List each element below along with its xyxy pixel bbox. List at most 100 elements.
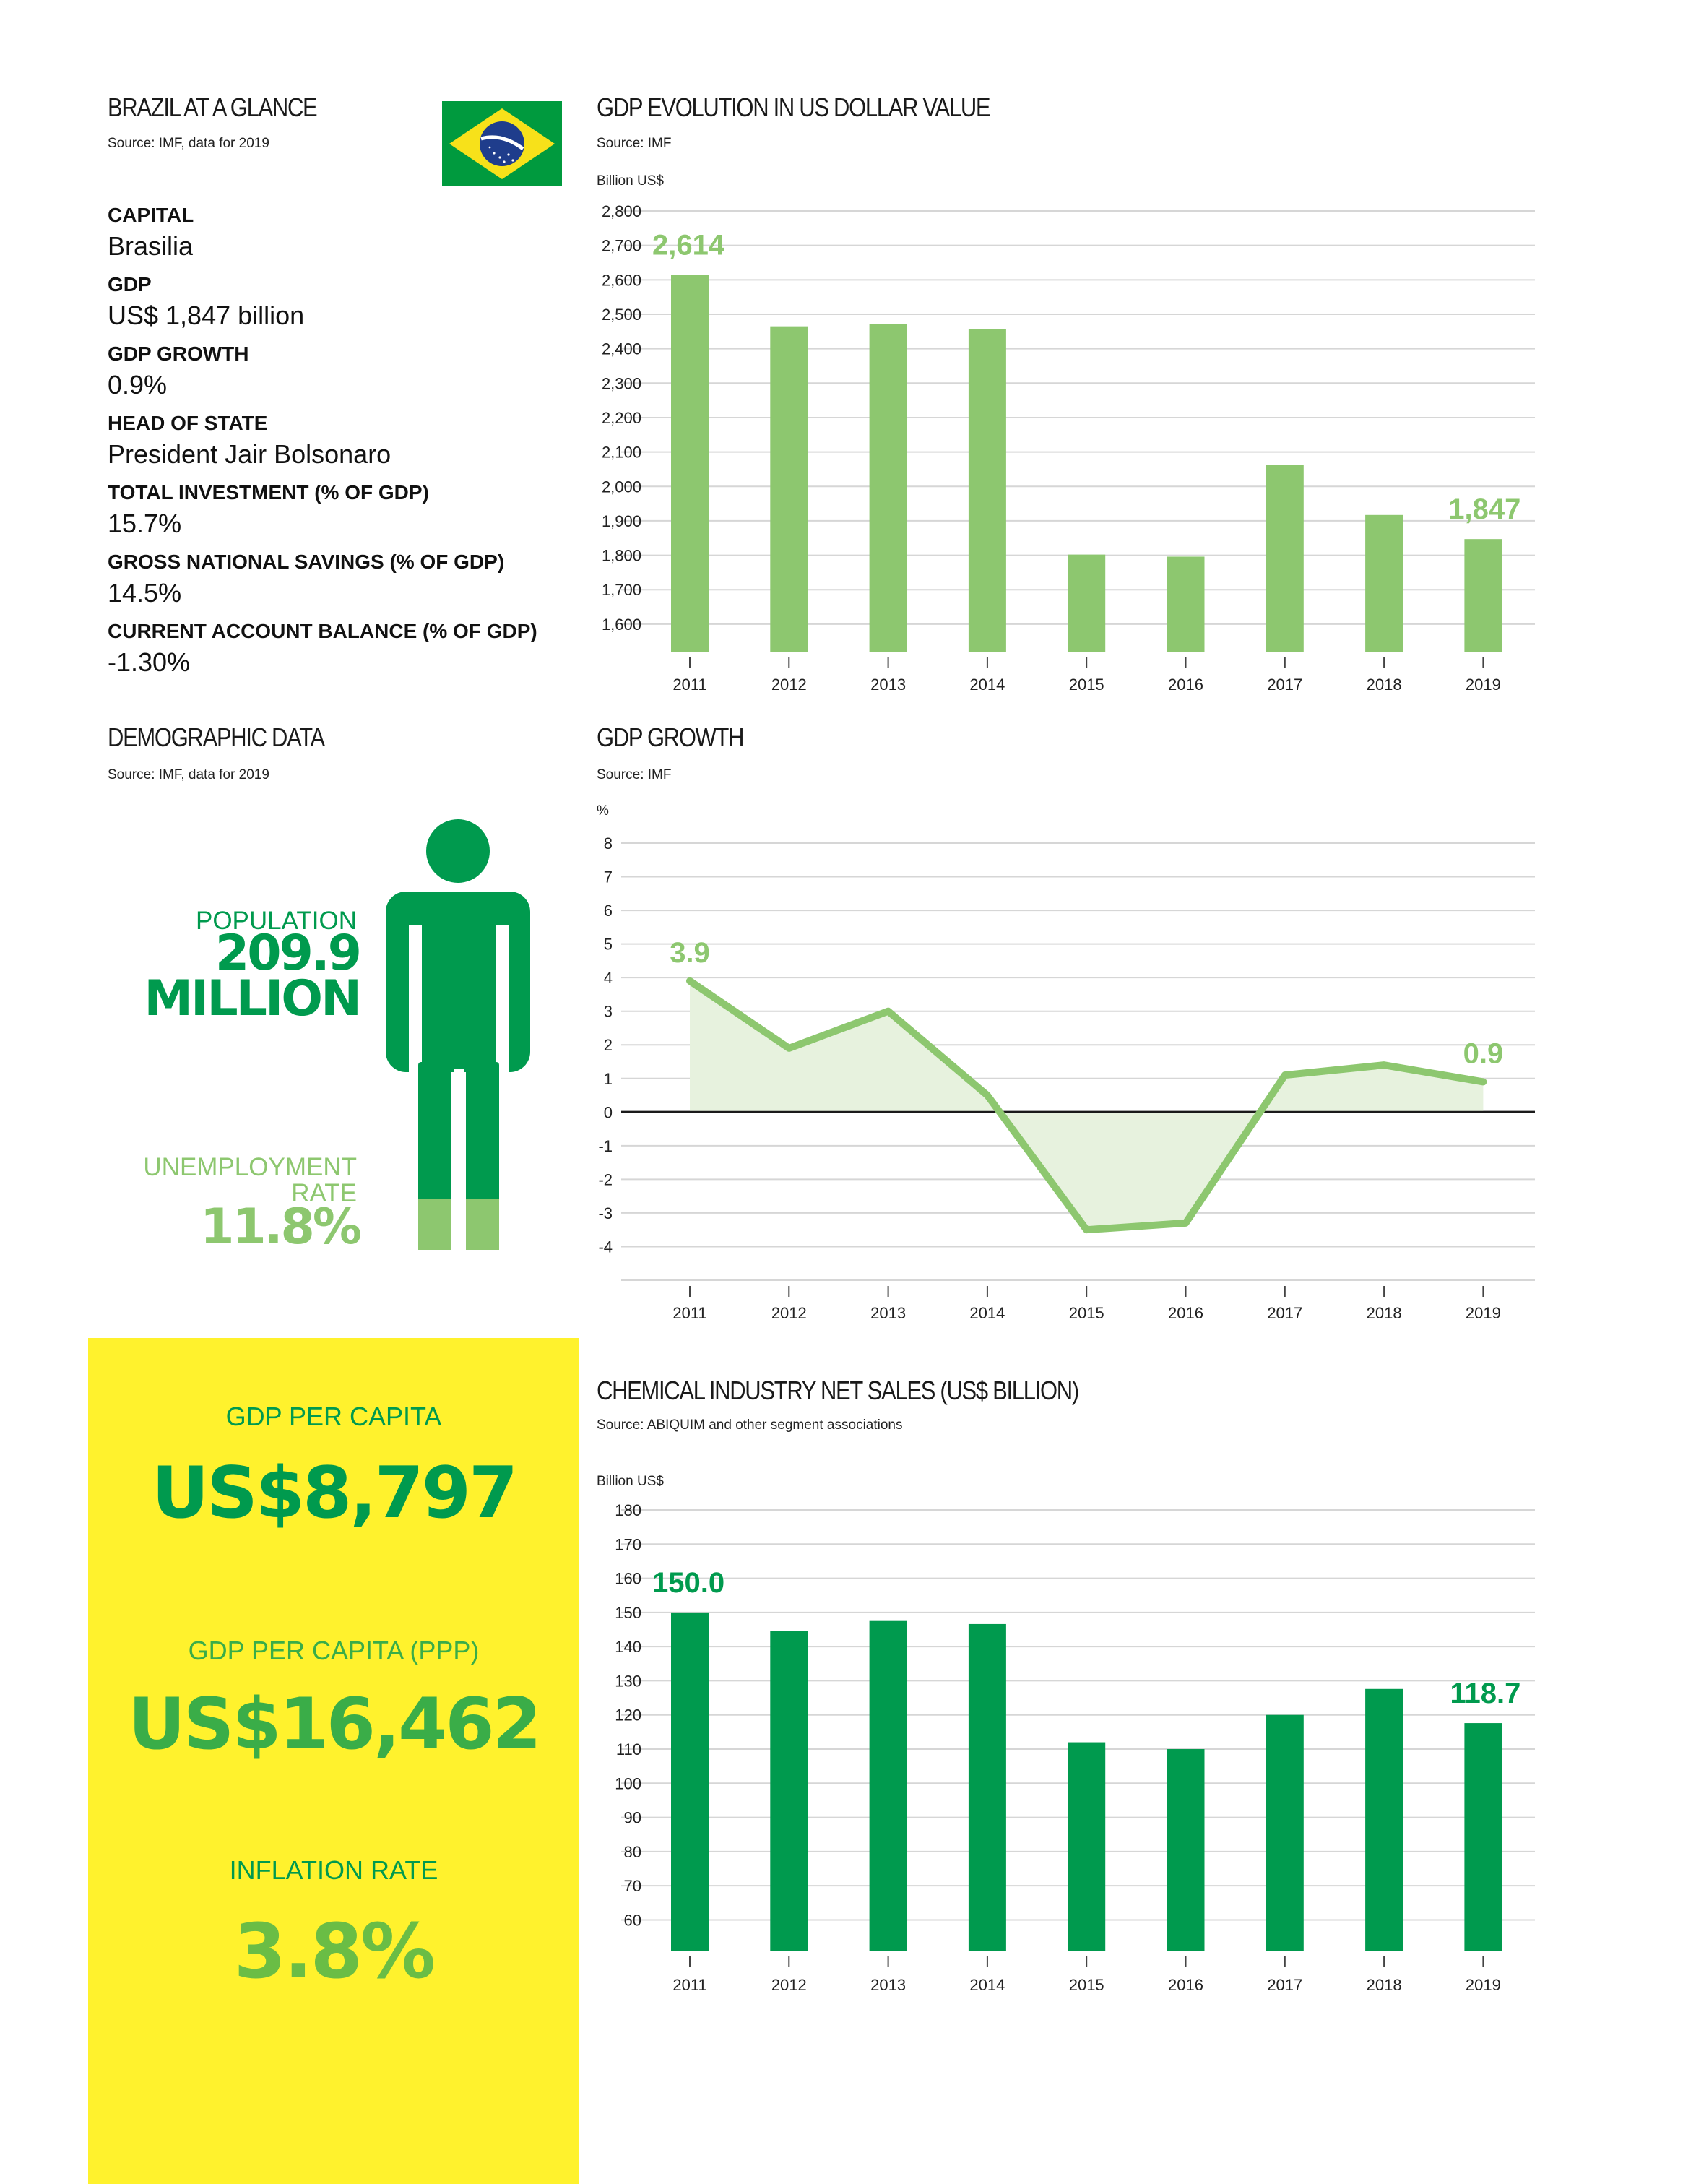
data-point-2014 <box>986 1095 988 1097</box>
data-label: 3.9 <box>670 937 710 969</box>
y-tick-label: 160 <box>615 1570 641 1588</box>
data-point-2012 <box>788 1047 790 1049</box>
fact-value: US$ 1,847 billion <box>108 301 305 330</box>
x-tick-label: 2016 <box>1168 1304 1203 1322</box>
x-tick-label: 2013 <box>870 1976 906 1994</box>
gdp-evolution-title: GDP EVOLUTION IN US DOLLAR VALUE <box>597 92 991 122</box>
x-tick-label: 2014 <box>969 676 1005 694</box>
x-tick-label: 2017 <box>1267 1304 1302 1322</box>
fact-value: -1.30% <box>108 647 191 677</box>
y-tick-label: 1 <box>604 1070 613 1088</box>
demographic-source: Source: IMF, data for 2019 <box>108 767 269 782</box>
population-unit: MILLION <box>144 970 362 1027</box>
bar-2013 <box>869 324 907 652</box>
y-tick-label: 6 <box>604 902 613 920</box>
x-tick-label: 2016 <box>1168 1976 1203 1994</box>
data-point-2015 <box>1086 1229 1088 1231</box>
y-tick-label: 2,700 <box>602 237 641 255</box>
y-tick-label: 8 <box>604 834 613 853</box>
data-point-2019 <box>1482 1081 1484 1083</box>
bar-2015 <box>1068 1742 1106 1951</box>
y-tick-label: 5 <box>604 936 613 954</box>
gdp-growth-unit: % <box>597 803 609 819</box>
gdp-per-capita-value: US$8,797 <box>151 1452 518 1535</box>
data-label: 0.9 <box>1463 1037 1504 1069</box>
y-tick-label: 2,300 <box>602 374 641 392</box>
inflation-label: INFLATION RATE <box>229 1855 438 1885</box>
x-tick-label: 2019 <box>1466 1976 1501 1994</box>
y-tick-label: 100 <box>615 1774 641 1792</box>
fact-label: HEAD OF STATE <box>108 412 268 434</box>
fact-label: TOTAL INVESTMENT (% OF GDP) <box>108 481 429 504</box>
y-tick-label: 7 <box>604 868 613 886</box>
x-tick-label: 2015 <box>1069 676 1104 694</box>
x-tick-label: 2017 <box>1267 676 1302 694</box>
unemployment-label: UNEMPLOYMENT RATE <box>108 1154 357 1207</box>
y-tick-label: 2,200 <box>602 409 641 427</box>
data-point-2016 <box>1185 1222 1187 1224</box>
x-tick-label: 2016 <box>1168 676 1203 694</box>
gdp-growth-title: GDP GROWTH <box>597 722 745 752</box>
y-tick-label: 110 <box>616 1740 641 1758</box>
y-tick-label: 80 <box>624 1843 641 1861</box>
data-point-2013 <box>887 1010 889 1012</box>
unemployment-label-line1: UNEMPLOYMENT <box>143 1153 357 1181</box>
fact-value: 0.9% <box>108 370 168 400</box>
fact-label: GROSS NATIONAL SAVINGS (% OF GDP) <box>108 551 505 573</box>
fact-label: CURRENT ACCOUNT BALANCE (% OF GDP) <box>108 620 537 642</box>
x-tick-label: 2014 <box>969 1976 1005 1994</box>
data-label: 118.7 <box>1450 1678 1521 1709</box>
y-tick-label: 120 <box>615 1706 641 1725</box>
x-tick-label: 2015 <box>1069 1976 1104 1994</box>
glance-source: Source: IMF, data for 2019 <box>108 136 269 151</box>
data-point-2018 <box>1383 1064 1385 1066</box>
bar-2016 <box>1167 556 1205 652</box>
y-tick-label: 150 <box>615 1604 641 1622</box>
chemical-sales-unit: Billion US$ <box>597 1474 664 1489</box>
population-label: POPULATION <box>195 907 357 935</box>
y-tick-label: 140 <box>615 1638 641 1656</box>
population-value: 209.9 <box>215 925 362 982</box>
y-tick-label: -3 <box>598 1204 613 1222</box>
bar-2015 <box>1068 554 1106 652</box>
data-label: 150.0 <box>652 1567 724 1599</box>
y-tick-label: 2 <box>604 1036 613 1054</box>
y-tick-label: 2,500 <box>602 306 641 324</box>
data-point-2017 <box>1284 1074 1286 1076</box>
fact-value: 14.5% <box>108 578 182 608</box>
bar-2018 <box>1365 514 1403 652</box>
x-tick-label: 2011 <box>672 1976 706 1994</box>
y-tick-label: -4 <box>598 1238 613 1256</box>
gdp-per-capita-label: GDP PER CAPITA <box>225 1402 442 1431</box>
y-tick-label: 180 <box>615 1501 641 1519</box>
fact-label: GDP GROWTH <box>108 342 249 365</box>
y-tick-label: 90 <box>624 1809 641 1827</box>
y-tick-label: 0 <box>604 1103 613 1121</box>
fact-label: CAPITAL <box>108 204 194 226</box>
bar-2017 <box>1266 1714 1304 1951</box>
y-tick-label: 2,400 <box>602 340 641 358</box>
x-tick-label: 2018 <box>1367 1304 1402 1322</box>
gdp-per-capita-ppp-label: GDP PER CAPITA (PPP) <box>188 1636 480 1665</box>
y-tick-label: -1 <box>598 1137 613 1155</box>
chemical-sales-source: Source: ABIQUIM and other segment associ… <box>597 1417 903 1433</box>
x-tick-label: 2015 <box>1069 1304 1104 1322</box>
bar-2013 <box>869 1620 907 1951</box>
y-tick-label: 130 <box>615 1672 641 1690</box>
inflation-value: 3.8% <box>233 1907 436 1995</box>
unemployment-value: 11.8% <box>200 1199 362 1256</box>
fact-value: President Jair Bolsonaro <box>108 439 391 469</box>
glance-title: BRAZIL AT A GLANCE <box>108 92 318 122</box>
y-tick-label: 2,800 <box>602 202 641 220</box>
bar-2012 <box>770 326 808 652</box>
bar-2011 <box>671 275 709 652</box>
y-tick-label: 60 <box>624 1911 641 1929</box>
y-tick-label: 3 <box>604 1003 613 1021</box>
x-tick-label: 2017 <box>1267 1976 1302 1994</box>
data-label: 2,614 <box>652 230 725 262</box>
fact-label: GDP <box>108 273 152 295</box>
x-tick-label: 2019 <box>1466 1304 1501 1322</box>
x-tick-label: 2014 <box>969 1304 1005 1322</box>
bar-2017 <box>1266 465 1304 652</box>
bar-2014 <box>968 329 1006 652</box>
